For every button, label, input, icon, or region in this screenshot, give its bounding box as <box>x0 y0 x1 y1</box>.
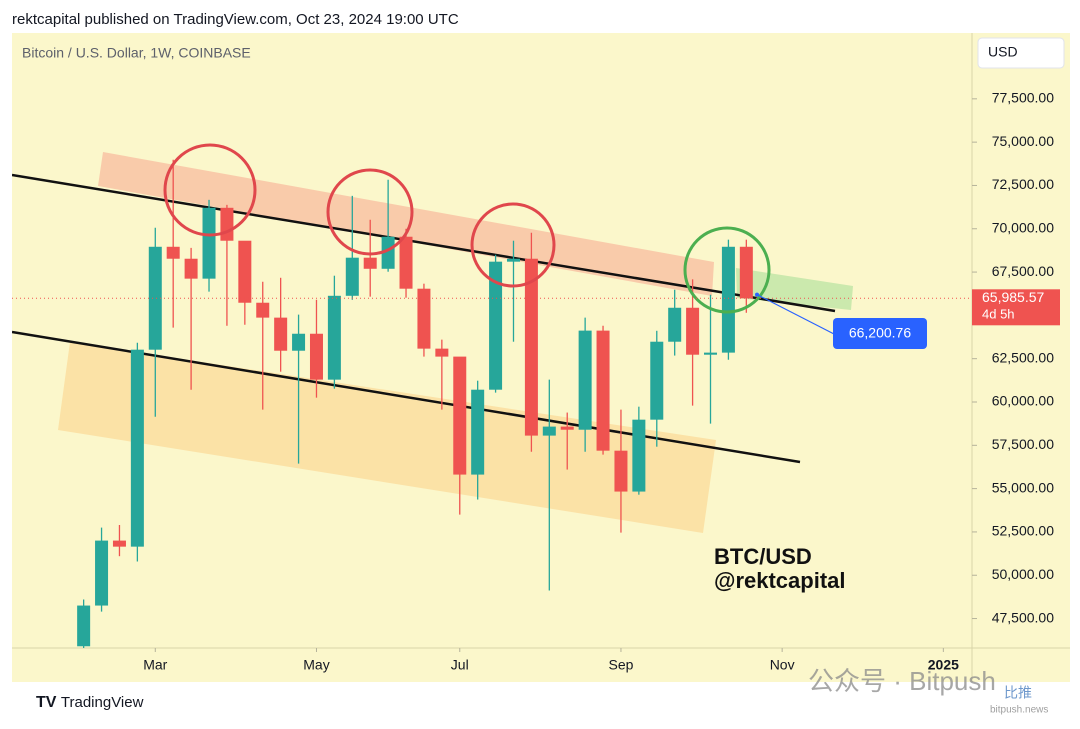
candle-body <box>309 333 323 380</box>
highlight-circle <box>326 168 414 256</box>
y-tick-label: 50,000.00 <box>992 566 1054 582</box>
resistance-zone <box>98 152 714 296</box>
watermark: 公众号 · Bitpush <box>808 666 996 696</box>
candle-body <box>721 246 735 353</box>
y-tick-label: 47,500.00 <box>992 609 1054 625</box>
candle-body <box>596 330 610 451</box>
candle-body <box>453 356 467 475</box>
currency: USD <box>988 44 1018 60</box>
candle-body <box>256 302 270 318</box>
candle-body <box>95 540 109 606</box>
highlight-circle <box>163 143 257 237</box>
candle-body <box>166 246 180 259</box>
y-tick-label: 52,500.00 <box>992 523 1054 539</box>
candle-body <box>435 348 449 357</box>
candle-body <box>560 426 574 430</box>
x-tick-label: May <box>303 657 329 673</box>
y-tick-label: 67,500.00 <box>992 263 1054 279</box>
candle-body <box>77 605 91 647</box>
y-tick-label: 75,000.00 <box>992 133 1054 149</box>
candles <box>77 159 753 648</box>
chart-title: Bitcoin / U.S. Dollar, 1W, COINBASE <box>22 45 251 61</box>
candle-body <box>489 261 503 390</box>
currency-box[interactable] <box>977 37 1065 69</box>
watermark-url: bitpush.news <box>990 705 1048 716</box>
candle-body <box>614 450 628 492</box>
candle-body <box>686 307 700 355</box>
candle-body <box>112 540 126 547</box>
candle-body <box>292 333 306 351</box>
candle-body <box>148 246 162 350</box>
y-tick-label: 55,000.00 <box>992 479 1054 495</box>
chart-background <box>12 33 1070 682</box>
y-tick-label: 57,500.00 <box>992 436 1054 452</box>
candle-body <box>704 352 718 355</box>
candle-body <box>668 307 682 342</box>
candle-body <box>345 257 359 296</box>
y-tick-label: 72,500.00 <box>992 176 1054 192</box>
support-zone <box>58 342 716 533</box>
y-tick-label: 60,000.00 <box>992 393 1054 409</box>
logo: TV TradingView <box>36 694 144 711</box>
candle-body <box>739 246 753 299</box>
candle-body <box>650 341 664 420</box>
plot <box>12 143 853 648</box>
candle-body <box>399 236 413 289</box>
countdown: 4d 5h <box>982 307 1015 322</box>
watermark-cn: 比推 <box>1004 685 1032 701</box>
candle-body <box>327 295 341 380</box>
candle-body <box>220 207 234 241</box>
x-tick-label: Sep <box>608 657 633 673</box>
candle-body <box>506 258 520 262</box>
x-tick-label: 2025 <box>928 657 959 673</box>
x-tick-label: Jul <box>451 657 469 673</box>
header: rektcapital published on TradingView.com… <box>12 11 459 28</box>
candle-body <box>524 258 538 436</box>
candle-body <box>381 236 395 269</box>
candle-body <box>632 419 646 492</box>
candle-body <box>184 258 198 279</box>
candle-body <box>202 207 216 279</box>
candle-body <box>578 330 592 430</box>
callout-line <box>756 294 835 335</box>
trendline <box>12 173 836 313</box>
y-tick-label: 62,500.00 <box>992 349 1054 365</box>
y-tick-label: 70,000.00 <box>992 219 1054 235</box>
x-tick-label: Mar <box>143 657 167 673</box>
highlight-circle <box>683 226 771 314</box>
candle-body <box>130 349 144 547</box>
candle-body <box>542 426 556 436</box>
logo-text: TradingView <box>61 694 144 711</box>
last-price-label: 65,985.57 <box>982 289 1044 305</box>
candle-body <box>417 288 431 349</box>
candle-body <box>238 240 252 303</box>
candle-body <box>471 389 485 475</box>
y-tick-label: 77,500.00 <box>992 90 1054 106</box>
annotation: @rektcapital <box>714 568 846 593</box>
highlight-circle <box>470 202 556 288</box>
annotation: BTC/USD <box>714 544 812 569</box>
callout-label: 66,200.76 <box>849 325 911 341</box>
x-tick-label: Nov <box>770 657 795 673</box>
callout-box <box>833 318 927 349</box>
last-price-box <box>972 289 1060 326</box>
candle-body <box>363 257 377 269</box>
candle-body <box>274 317 288 351</box>
